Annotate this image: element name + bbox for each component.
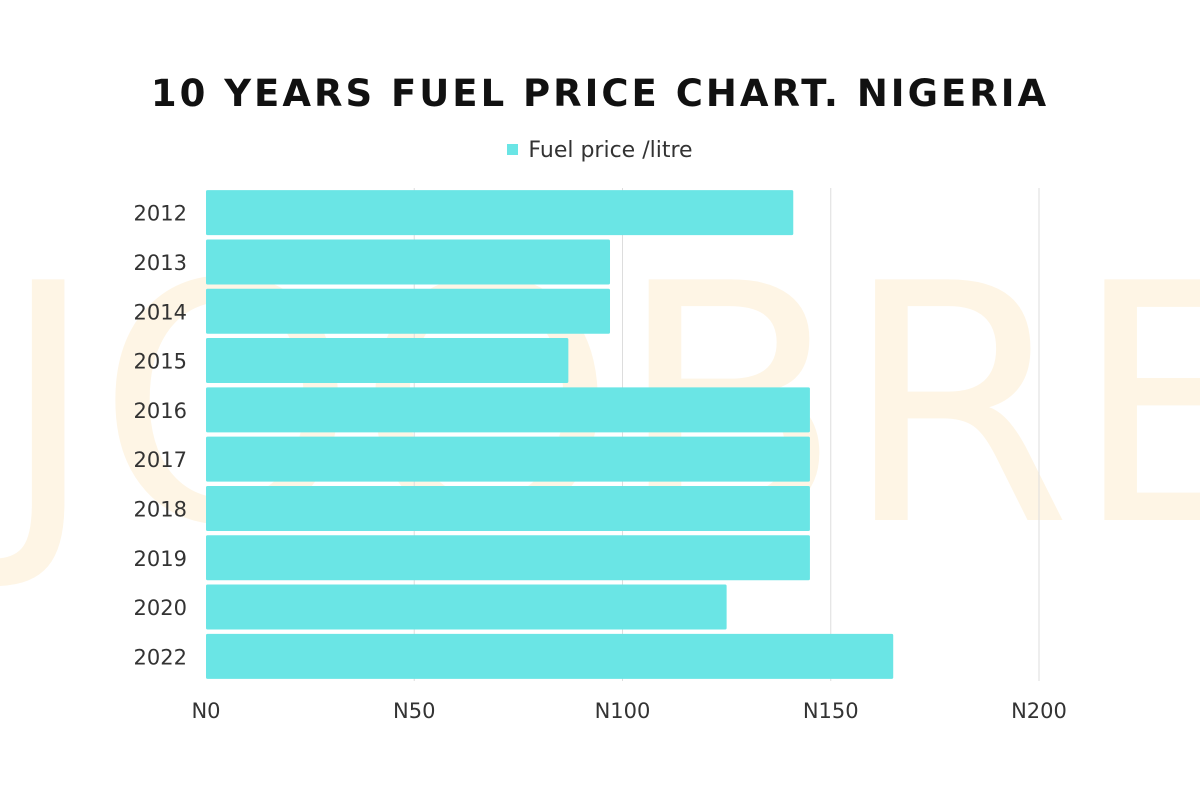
x-tick-label: N0	[191, 699, 220, 723]
y-tick-label: 2016	[134, 399, 187, 423]
bar-2018	[206, 485, 810, 531]
y-tick-label: 2013	[134, 251, 187, 275]
x-tick-label: N100	[595, 699, 651, 723]
bar-2012	[206, 190, 794, 236]
x-axis-labels: N0 N50 N100 N150 N200	[191, 699, 1066, 723]
x-tick-label: N50	[393, 699, 435, 723]
bar-2015	[206, 338, 569, 384]
y-tick-label: 2015	[134, 350, 187, 374]
x-tick-label: N200	[1011, 699, 1067, 723]
legend-swatch	[507, 143, 519, 155]
y-tick-label: 2020	[134, 596, 187, 620]
bar-2022	[206, 633, 894, 679]
y-tick-label: 2019	[134, 547, 187, 571]
x-tick-label: N150	[803, 699, 859, 723]
bars-layer	[206, 190, 894, 679]
legend: Fuel price /litre	[0, 138, 1200, 163]
y-axis-labels: 2012 2013 2014 2015 2016 2017 2018 2019 2020 2022	[134, 202, 187, 670]
y-tick-label: 2018	[134, 497, 187, 521]
y-tick-label: 2017	[134, 448, 187, 472]
y-tick-label: 2022	[134, 645, 187, 669]
legend-label: Fuel price /litre	[528, 138, 693, 163]
bar-2017	[206, 436, 810, 482]
bar-2020	[206, 584, 727, 630]
bar-2019	[206, 535, 810, 581]
bar-2016	[206, 387, 810, 433]
bar-2013	[206, 239, 611, 285]
bar-2014	[206, 288, 611, 334]
y-tick-label: 2012	[134, 202, 187, 226]
y-tick-label: 2014	[134, 300, 187, 324]
chart-title: 10 YEARS FUEL PRICE CHART. NIGERIA	[150, 72, 1050, 115]
